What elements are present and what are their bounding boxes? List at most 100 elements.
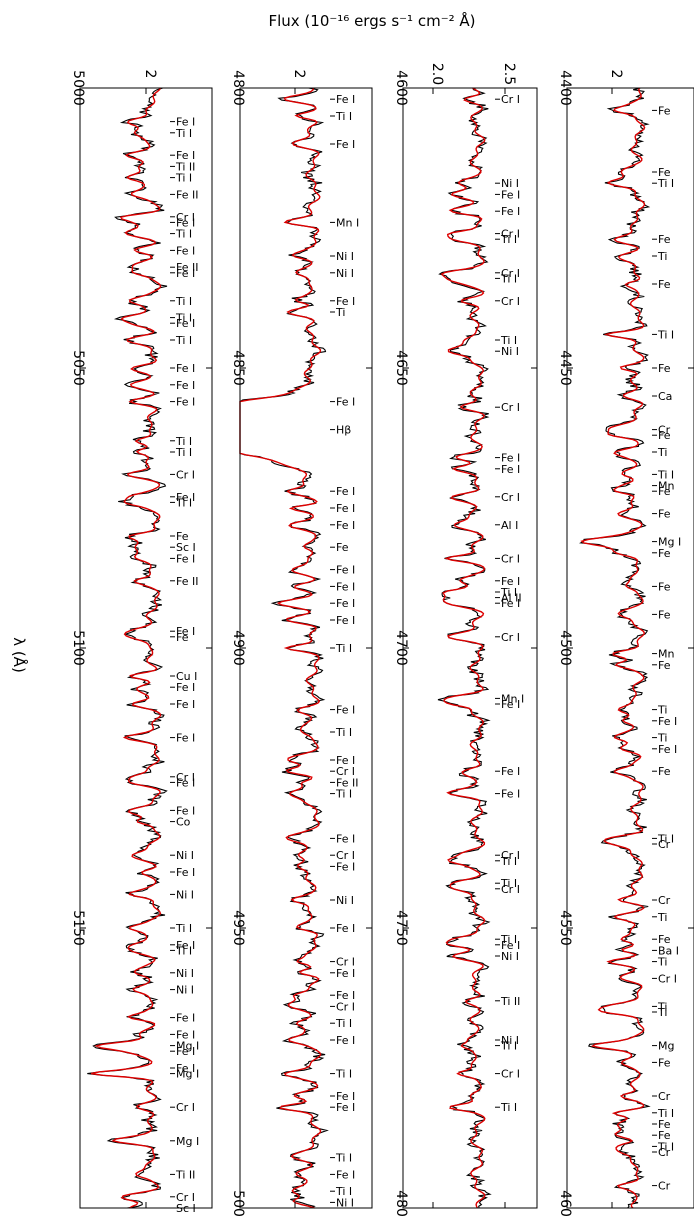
wavelength-tick-label: 4800 [230,70,246,106]
line-id-label: Fe I [176,681,195,694]
line-id-label: Ti I [657,832,674,845]
line-id-label: Ni I [336,1196,354,1209]
line-id-label: Mg I [176,1040,199,1053]
line-id-label: Mn [658,480,674,493]
line-id-label: Cr I [658,972,677,985]
line-id-label: Ti I [335,788,352,801]
line-id-label: Fe I [501,463,520,476]
line-id-label: Ni I [501,345,519,358]
line-id-label: Fe I [336,502,355,515]
line-id-label: Fe I [176,491,195,504]
line-id-label: Mg [658,1040,674,1053]
line-id-label: Ti II [175,1168,195,1181]
line-id-label: Cr [658,1180,671,1193]
line-id-label: Ti I [657,1107,674,1120]
line-id-label: Fe I [176,362,195,375]
line-id-label: Cr I [176,1101,195,1114]
line-id-label: Al I [501,519,518,532]
line-id-label: Cr I [501,552,520,565]
line-id-label: Fe I [176,698,195,711]
line-id-label: Cr I [176,771,195,784]
wavelength-tick-label: 4700 [393,630,409,666]
line-id-label: Fe I [658,743,677,756]
line-id-label: Ti I [335,1152,352,1165]
line-id-label: Cr I [501,401,520,414]
wavelength-tick-label: 5150 [70,910,86,946]
line-id-label: Ni I [176,888,194,901]
line-id-label: Ti I [335,1017,352,1030]
flux-tick-label: 2.5 [501,63,517,85]
line-id-label: Mg I [658,536,681,549]
line-id-label: Cr I [176,468,195,481]
line-id-label: Fe [658,1129,671,1142]
line-id-label: Ti [657,956,667,969]
line-id-label: Ti I [657,1140,674,1153]
line-id-label: Cr I [501,295,520,308]
line-id-label: Fe II [176,575,198,588]
line-id-label: Ca [658,390,672,403]
line-id-label: Fe I [336,704,355,717]
line-id-label: Fe I [336,860,355,873]
line-id-label: Fe [658,580,671,593]
wavelength-tick-label: 4600 [393,70,409,106]
wavelength-tick-label: 4450 [557,350,573,386]
line-id-label: Cr I [501,631,520,644]
line-id-label: Ti II [500,995,520,1008]
line-id-label: Ti I [500,933,517,946]
line-id-label: Fe [658,429,671,442]
line-id-label: Ti [657,911,667,924]
wavelength-tick-label: 5100 [70,630,86,666]
line-id-label: Fe I [176,732,195,745]
line-id-label: Sc I [176,541,196,554]
line-id-label: Ti [657,1006,667,1019]
line-id-label: Fe [176,631,189,644]
line-id-label: Ti I [335,1185,352,1198]
line-id-label: Fe I [336,754,355,767]
line-id-label: Fe I [176,116,195,129]
line-id-label: Fe I [336,564,355,577]
wavelength-tick-label: 4800 [393,1190,409,1216]
line-id-label: Fe [658,1056,671,1069]
line-id-label: Fe I [176,317,195,330]
line-id-label: Fe [336,541,349,554]
line-id-label: Fe I [176,396,195,409]
flux-tick-label: 2 [291,70,307,79]
line-id-label: Ti [657,1000,667,1013]
wavelength-tick-label: 4900 [230,630,246,666]
flux-tick-label: 2 [142,70,158,79]
line-id-label: Fe I [501,205,520,218]
line-id-label: Cr I [336,956,355,969]
observed-spectrum-panel-4 [87,87,168,1209]
line-id-label: Fe I [176,776,195,789]
model-spectrum-panel-1 [580,87,646,1209]
line-id-label: Ti I [175,922,192,935]
line-id-label: Ti [657,446,667,459]
line-id-label: Cr I [501,491,520,504]
line-id-label: Ni I [501,950,519,963]
line-id-label: Fe [658,485,671,498]
line-id-label: Fe II [336,776,358,789]
line-id-label: Ti I [175,228,192,241]
line-id-label: Cr I [336,849,355,862]
line-id-label: Fe I [336,614,355,627]
line-id-label: Fe [658,508,671,521]
model-spectrum-panel-4 [90,87,162,1209]
line-id-label: Ti I [500,272,517,285]
wavelength-tick-label: 4500 [557,630,573,666]
line-id-label: Fe I [336,832,355,845]
line-id-label: Ni I [336,894,354,907]
observed-spectrum-panel-3 [239,87,329,1209]
line-id-label: Fe I [176,625,195,638]
line-id-label: Cr I [501,267,520,280]
line-id-label: Fe I [176,939,195,952]
line-id-label: Ti [657,704,667,717]
line-id-label: Fe I [336,989,355,1002]
line-id-label: Ti I [500,1040,517,1053]
line-id-label: Fe I [176,1045,195,1058]
line-id-label: Fe I [501,452,520,465]
line-id-label: Fe I [336,138,355,151]
line-id-label: Cr [658,838,671,851]
line-id-label: Ti I [175,127,192,140]
